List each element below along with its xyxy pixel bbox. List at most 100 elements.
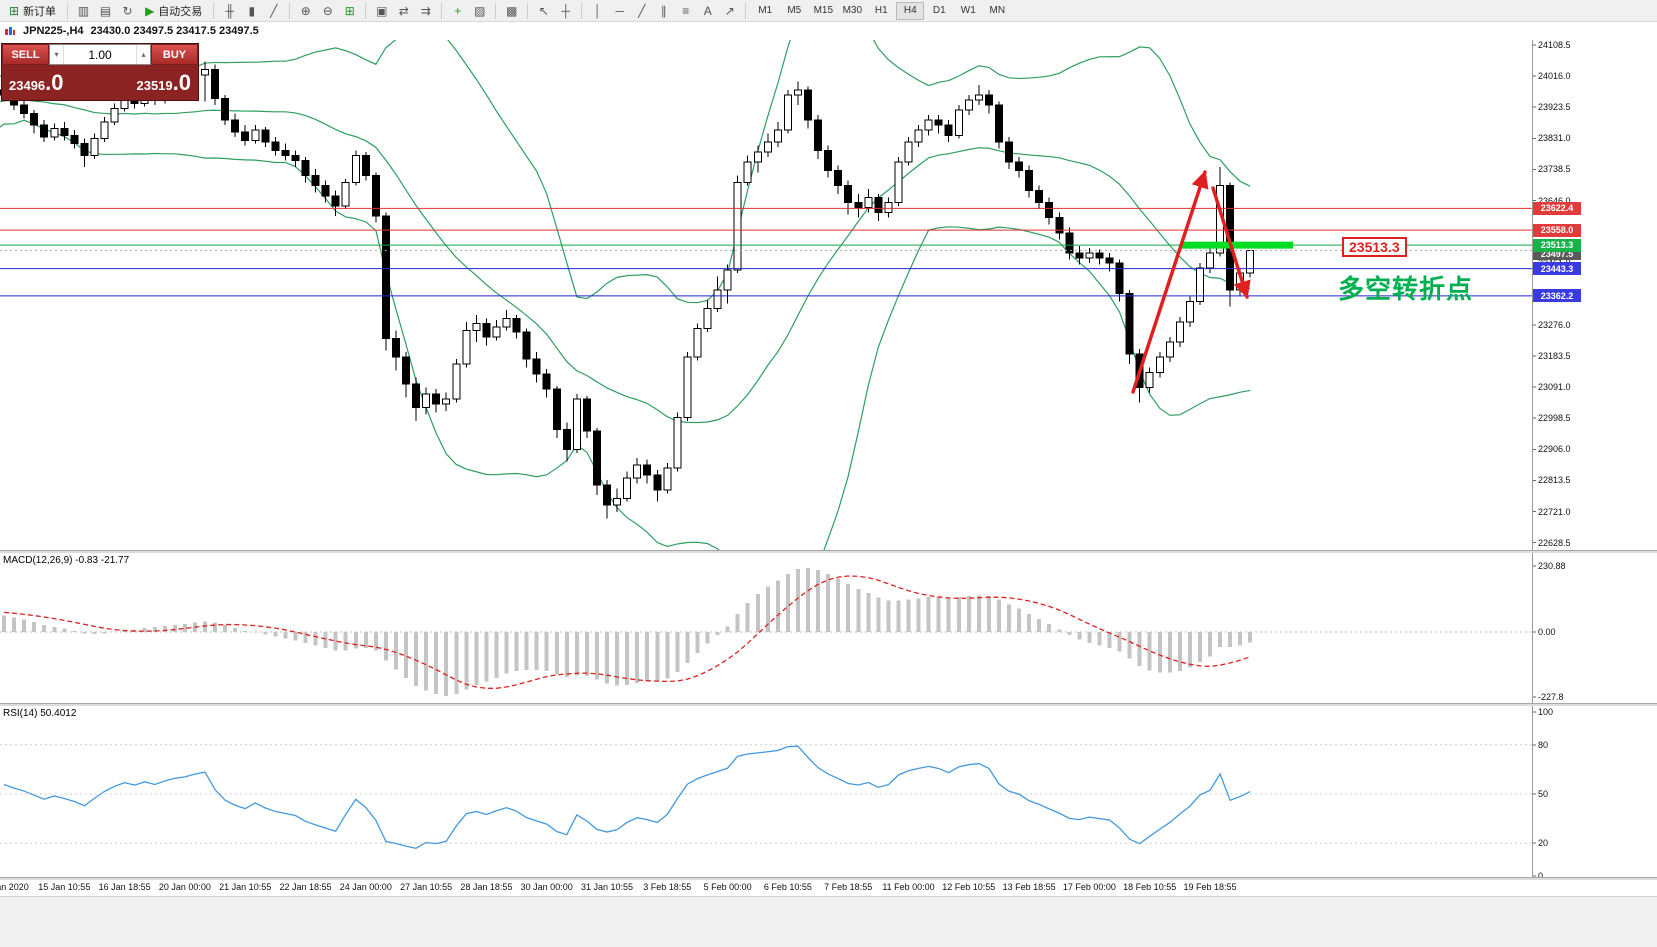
macd-signal-line bbox=[3, 575, 1251, 689]
chart-ohlc: 23430.0 23497.5 23417.5 23497.5 bbox=[90, 25, 259, 37]
template-icon[interactable]: ▨ bbox=[474, 3, 486, 18]
bollinger-middle-band bbox=[0, 99, 1251, 424]
refresh-icon[interactable]: ↻ bbox=[122, 3, 133, 18]
price-scale-label: 22813.5 bbox=[1538, 475, 1571, 486]
price-scale-label: 22998.5 bbox=[1538, 413, 1571, 424]
rsi-label: RSI(14) 50.4012 bbox=[3, 708, 77, 719]
time-axis-label: 15 Jan 10:55 bbox=[38, 882, 91, 892]
zoom-in-icon[interactable]: ⊕ bbox=[300, 3, 311, 18]
panel-separator[interactable] bbox=[0, 703, 1657, 706]
time-axis-label: 17 Feb 00:00 bbox=[1062, 882, 1116, 892]
time-axis-label: 11 Feb 00:00 bbox=[882, 882, 935, 892]
toolbar-separator bbox=[289, 2, 291, 19]
rsi-panel bbox=[0, 744, 1532, 850]
volume-value: 1.00 bbox=[88, 47, 112, 62]
sell-price-base: 23496 bbox=[9, 77, 46, 93]
trendline-icon[interactable]: ╱ bbox=[638, 3, 646, 18]
timeframe-m5[interactable]: M5 bbox=[787, 5, 802, 16]
autotrading-button[interactable]: ▶ 自动交易 bbox=[139, 2, 208, 20]
chart-window-icon bbox=[4, 26, 16, 37]
time-axis-label: 22 Jan 18:55 bbox=[279, 882, 332, 892]
buy-button[interactable]: BUY bbox=[151, 44, 198, 65]
crosshair-icon[interactable]: ┼ bbox=[561, 3, 571, 18]
toolbar: ⊞ 新订单 ▥ ▤ ↻ ▶ 自动交易 ╫ ▮ ╱ ⊕ ⊖ ⊞ ▣ ⇄ ⇉ + ▨ ▩ ↖ ┼ │ ─ ╱ ∥ ≡ A ↗ M1 M5 M15… bbox=[0, 0, 1657, 22]
toolbar-separator bbox=[365, 2, 367, 19]
sell-button[interactable]: SELL bbox=[2, 44, 49, 65]
trend-arrow-1[interactable] bbox=[1131, 170, 1209, 394]
price-scale-label: 22721.0 bbox=[1538, 506, 1571, 517]
new-chart-icon[interactable]: ▣ bbox=[376, 3, 388, 18]
trend-arrow-2[interactable] bbox=[1211, 186, 1251, 299]
horizontal-line-icon[interactable]: ─ bbox=[615, 3, 625, 18]
macd-scale-label: -227.8 bbox=[1538, 692, 1564, 703]
toolbar-separator bbox=[527, 2, 529, 19]
rsi-line bbox=[3, 745, 1251, 850]
timeframe-d1[interactable]: D1 bbox=[932, 5, 946, 16]
arrows-icon[interactable]: ↗ bbox=[724, 3, 735, 18]
toolbar-separator bbox=[441, 2, 443, 19]
timeframe-m1[interactable]: M1 bbox=[758, 5, 773, 16]
volume-decrease-icon[interactable]: ▾ bbox=[50, 45, 64, 64]
market-watch-icon[interactable]: ▥ bbox=[77, 3, 90, 18]
price-scale-border bbox=[1532, 40, 1533, 878]
zoom-out-icon[interactable]: ⊖ bbox=[322, 3, 333, 18]
text-icon[interactable]: A bbox=[703, 3, 712, 18]
autotrading-button-label: 自动交易 bbox=[158, 5, 203, 18]
timeframe-h1[interactable]: H1 bbox=[874, 5, 888, 16]
time-axis[interactable]: 14 Jan 2020 15 Jan 10:55 16 Jan 18:55 20 Ja… bbox=[0, 878, 1657, 896]
price-tag: 23362.2 bbox=[1533, 289, 1581, 303]
time-axis-label: 14 Jan 2020 bbox=[0, 882, 29, 892]
bar-chart-icon[interactable]: ╫ bbox=[225, 3, 235, 18]
panel-separator bbox=[0, 877, 1657, 880]
timeframe-mn[interactable]: MN bbox=[989, 5, 1006, 16]
price-scale-label: 22628.5 bbox=[1538, 537, 1571, 548]
new-order-button-label: 新订单 bbox=[23, 5, 57, 18]
time-axis-label: 18 Feb 10:55 bbox=[1123, 882, 1177, 892]
channel-icon[interactable]: ∥ bbox=[660, 3, 667, 18]
volume-increase-icon[interactable]: ▴ bbox=[136, 45, 150, 64]
new-order-button[interactable]: ⊞ 新订单 bbox=[3, 2, 62, 20]
indicators-icon[interactable]: + bbox=[454, 3, 462, 18]
time-axis-label: 24 Jan 00:00 bbox=[339, 882, 392, 892]
tile-windows-icon[interactable]: ⊞ bbox=[344, 3, 355, 18]
price-scale-label: 24108.5 bbox=[1538, 40, 1571, 50]
time-axis-label: 16 Jan 18:55 bbox=[98, 882, 151, 892]
axis-ticks bbox=[3, 44, 1536, 882]
volume-input[interactable]: ▾ 1.00 ▴ bbox=[49, 44, 151, 65]
time-axis-label: 20 Jan 00:00 bbox=[158, 882, 211, 892]
timeframe-m30[interactable]: M30 bbox=[842, 5, 863, 16]
panel-separator[interactable] bbox=[0, 550, 1657, 553]
chart-shift-icon[interactable]: ⇄ bbox=[398, 3, 409, 18]
time-axis-label: 12 Feb 10:55 bbox=[942, 882, 996, 892]
price-scale-label: 23091.0 bbox=[1538, 382, 1571, 393]
time-axis-label: 31 Jan 10:55 bbox=[580, 882, 634, 892]
rsi-scale-label: 0 bbox=[1538, 871, 1544, 881]
screenshot-icon[interactable]: ▩ bbox=[506, 3, 518, 18]
line-chart-icon[interactable]: ╱ bbox=[270, 3, 278, 18]
macd-label: MACD(12,26,9) -0.83 -21.77 bbox=[3, 555, 130, 566]
fibonacci-icon[interactable]: ≡ bbox=[682, 3, 690, 18]
timeframe-h4[interactable]: H4 bbox=[896, 1, 925, 20]
price-scale-label: 24016.0 bbox=[1538, 71, 1571, 82]
chart-window-title-bar: JPN225-,H4 23430.0 23497.5 23417.5 23497… bbox=[0, 22, 1657, 40]
cursor-icon[interactable]: ↖ bbox=[538, 3, 549, 18]
price-scale-label: 23923.5 bbox=[1538, 102, 1571, 113]
timeframe-m15[interactable]: M15 bbox=[813, 5, 834, 16]
rsi-scale-label: 20 bbox=[1538, 838, 1549, 849]
vertical-line-icon[interactable]: │ bbox=[594, 3, 602, 18]
price-scale-label: 23183.5 bbox=[1538, 351, 1571, 361]
turning-point-annotation[interactable]: 多空转折点 bbox=[1338, 274, 1474, 304]
candlestick-chart-icon[interactable]: ▮ bbox=[248, 3, 256, 18]
time-axis-label: 27 Jan 10:55 bbox=[400, 882, 453, 892]
support-price-label[interactable]: 23513.3 bbox=[1342, 237, 1407, 257]
window-bottom-area bbox=[0, 896, 1657, 947]
macd-scale-label: 0.00 bbox=[1538, 627, 1556, 637]
price-scale-label: 23738.5 bbox=[1538, 164, 1571, 175]
auto-scroll-icon[interactable]: ⇉ bbox=[420, 3, 431, 18]
data-window-icon[interactable]: ▤ bbox=[99, 3, 112, 18]
rsi-scale-label: 80 bbox=[1538, 739, 1549, 750]
timeframe-w1[interactable]: W1 bbox=[960, 5, 976, 16]
macd-panel bbox=[0, 568, 1532, 696]
